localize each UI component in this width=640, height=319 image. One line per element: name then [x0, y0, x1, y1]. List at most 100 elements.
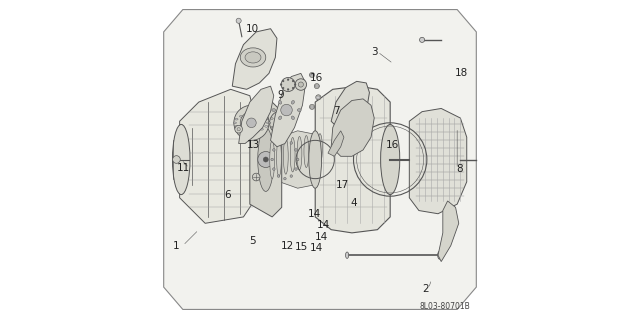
Circle shape — [298, 82, 303, 87]
Ellipse shape — [292, 122, 295, 124]
Circle shape — [269, 111, 294, 135]
Ellipse shape — [276, 129, 279, 130]
Text: 11: 11 — [177, 163, 190, 173]
Bar — [310, 106, 314, 108]
Circle shape — [246, 118, 256, 128]
Text: 4: 4 — [350, 197, 357, 208]
Polygon shape — [164, 10, 476, 309]
Circle shape — [284, 139, 286, 142]
Circle shape — [237, 128, 240, 131]
Text: 8L03-80701B: 8L03-80701B — [419, 302, 470, 311]
Text: 18: 18 — [454, 68, 468, 78]
Circle shape — [277, 142, 280, 144]
Circle shape — [273, 149, 275, 151]
Text: 6: 6 — [224, 189, 231, 200]
Text: 15: 15 — [295, 242, 308, 252]
Text: 2: 2 — [422, 284, 429, 294]
Polygon shape — [331, 99, 374, 156]
Circle shape — [252, 173, 260, 181]
Polygon shape — [232, 29, 277, 89]
Circle shape — [281, 78, 295, 92]
Ellipse shape — [235, 118, 238, 120]
Circle shape — [310, 104, 315, 109]
Ellipse shape — [346, 252, 349, 258]
Circle shape — [282, 87, 284, 89]
Text: 13: 13 — [247, 140, 260, 150]
Ellipse shape — [291, 137, 295, 172]
Ellipse shape — [266, 122, 269, 124]
Circle shape — [271, 158, 273, 161]
Text: 14: 14 — [315, 232, 328, 242]
Circle shape — [173, 156, 180, 163]
Ellipse shape — [284, 138, 288, 174]
Circle shape — [294, 84, 296, 85]
Circle shape — [280, 84, 282, 85]
Circle shape — [292, 87, 294, 89]
Text: 1: 1 — [173, 241, 179, 251]
Circle shape — [296, 158, 299, 161]
Ellipse shape — [265, 118, 268, 120]
Ellipse shape — [381, 124, 400, 195]
Circle shape — [277, 175, 280, 177]
Circle shape — [234, 105, 269, 140]
Circle shape — [316, 95, 321, 100]
Circle shape — [281, 104, 292, 116]
Ellipse shape — [172, 124, 190, 195]
Ellipse shape — [276, 139, 282, 176]
Ellipse shape — [291, 116, 294, 120]
Circle shape — [287, 88, 289, 90]
Ellipse shape — [258, 128, 274, 191]
Circle shape — [263, 157, 268, 162]
Polygon shape — [438, 201, 459, 262]
Circle shape — [310, 72, 315, 78]
Ellipse shape — [284, 129, 287, 130]
Ellipse shape — [304, 136, 308, 167]
Ellipse shape — [253, 130, 257, 132]
Polygon shape — [239, 86, 274, 144]
Bar — [315, 85, 319, 87]
Ellipse shape — [291, 118, 293, 119]
Ellipse shape — [309, 131, 321, 188]
Bar — [310, 74, 314, 76]
Polygon shape — [271, 131, 314, 188]
Ellipse shape — [291, 126, 293, 128]
Ellipse shape — [271, 118, 273, 119]
Ellipse shape — [317, 134, 323, 163]
Circle shape — [295, 79, 307, 90]
Circle shape — [240, 112, 262, 134]
Text: 12: 12 — [281, 241, 294, 251]
Text: 9: 9 — [277, 90, 284, 100]
Text: 16: 16 — [386, 140, 399, 150]
Ellipse shape — [260, 129, 263, 130]
Ellipse shape — [297, 137, 302, 170]
Circle shape — [294, 168, 297, 170]
Text: 17: 17 — [336, 180, 349, 190]
Ellipse shape — [284, 115, 287, 117]
Text: 5: 5 — [249, 236, 256, 246]
Ellipse shape — [278, 100, 282, 104]
Polygon shape — [271, 73, 306, 147]
Ellipse shape — [265, 126, 268, 127]
Circle shape — [287, 79, 289, 81]
Ellipse shape — [438, 251, 442, 259]
Ellipse shape — [269, 140, 275, 179]
Circle shape — [292, 80, 294, 82]
Ellipse shape — [278, 116, 282, 120]
Text: 14: 14 — [310, 243, 323, 253]
Ellipse shape — [260, 115, 263, 117]
Ellipse shape — [268, 122, 271, 124]
Ellipse shape — [298, 108, 301, 111]
Ellipse shape — [245, 52, 261, 63]
Ellipse shape — [311, 135, 316, 165]
Bar — [317, 96, 320, 99]
Text: 16: 16 — [310, 72, 323, 83]
Ellipse shape — [272, 108, 276, 111]
Ellipse shape — [233, 122, 236, 124]
Polygon shape — [180, 89, 256, 223]
Ellipse shape — [240, 48, 266, 67]
Polygon shape — [328, 131, 344, 156]
Polygon shape — [250, 102, 282, 217]
Polygon shape — [410, 108, 467, 214]
Ellipse shape — [246, 130, 250, 132]
Circle shape — [273, 168, 275, 170]
